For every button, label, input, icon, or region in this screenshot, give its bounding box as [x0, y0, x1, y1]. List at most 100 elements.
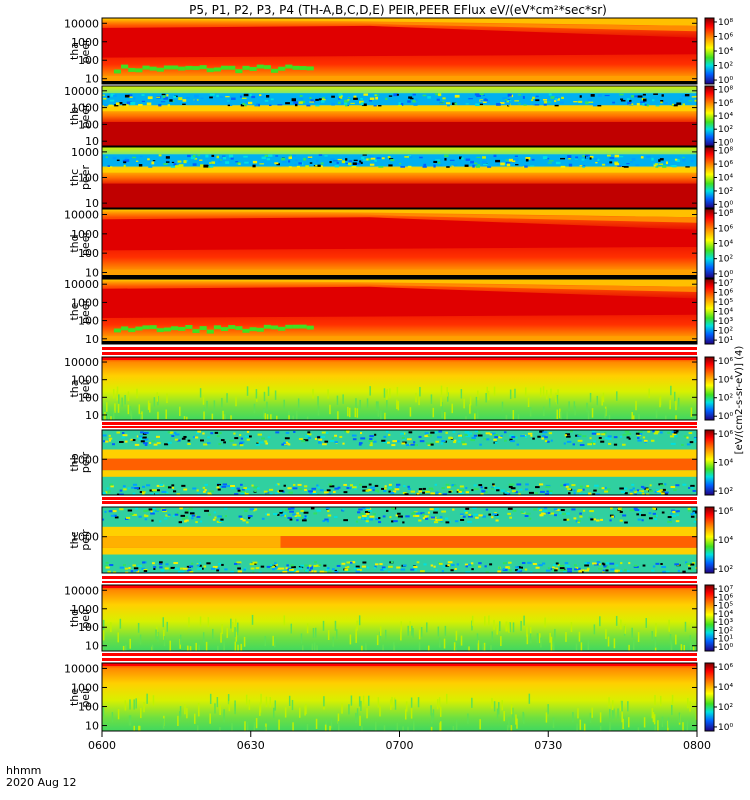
colorbar	[704, 506, 715, 574]
separator-band	[102, 581, 697, 583]
colorbar-tick-label: 10⁴	[718, 536, 733, 546]
colorbar-tick-label: 10⁰	[718, 138, 733, 148]
panel-label-product: peer	[79, 103, 92, 129]
panel-label-probe: thc	[68, 169, 81, 186]
panel-label-probe: the	[68, 302, 81, 320]
colorbar-tick-label: 10⁴	[718, 112, 733, 122]
panel-label-product: peer	[79, 165, 92, 191]
colorbar-tick-label: 10⁵	[718, 298, 733, 308]
y-tick-label: 10000	[64, 356, 99, 369]
panel-label-probe: thd	[68, 609, 81, 627]
colorbar-tick-label: 10⁰	[718, 76, 733, 86]
colorbar	[704, 85, 715, 147]
y-tick-label: 1000	[71, 374, 99, 387]
colorbar-tick-label: 10³	[718, 618, 733, 628]
colorbar-tick-label: 10⁰	[718, 412, 733, 422]
y-tick-label: 100	[78, 247, 99, 260]
panel-frame	[101, 506, 698, 574]
y-tick-label: 100	[78, 391, 99, 404]
colorbar-tick-label: 10³	[718, 317, 733, 327]
y-tick-label: 10	[85, 720, 99, 733]
y-tick-label: 10000	[64, 209, 99, 222]
time-tick-label: 0630	[237, 739, 265, 752]
colorbar-tick-label: 10²	[718, 125, 733, 135]
panel-label-product: peir	[79, 529, 92, 551]
panel-label-product: peir	[79, 451, 92, 473]
panel-frame	[101, 584, 698, 652]
colorbar-tick-label: 10⁶	[718, 288, 733, 298]
y-tick-label: 10	[85, 135, 99, 148]
panel-label-product: peer	[79, 299, 92, 325]
colorbar-tick-label: 10²	[718, 327, 733, 337]
colorbar-tick-label: 10⁰	[718, 200, 733, 210]
colorbar	[704, 662, 715, 732]
y-tick-label: 10000	[64, 85, 99, 98]
panel-label-probe: tha	[68, 379, 81, 397]
colorbar	[704, 17, 715, 85]
colorbar-tick-label: 10²	[718, 187, 733, 197]
panel-label-product: peer	[79, 231, 92, 257]
colorbar-tick-label: 10⁸	[718, 147, 733, 157]
spectrogram-image	[102, 507, 697, 573]
spectrogram-image	[102, 663, 697, 731]
colorbar-tick-label: 10⁴	[718, 683, 733, 693]
colorbar-tick-label: 10²	[718, 255, 733, 265]
colorbar-tick-label: 10²	[718, 626, 733, 636]
y-tick-label: 10	[85, 409, 99, 422]
time-axis: 0600 0630 0700 0730 0800	[88, 731, 711, 752]
colorbar-tick-label: 10⁴	[718, 174, 733, 184]
colorbar-tick-label: 10⁰	[718, 643, 733, 653]
y-tick-label: 10	[85, 197, 99, 210]
colorbar-tick-label: 10⁶	[718, 663, 733, 673]
figure-title: P5, P1, P2, P3, P4 (TH-A,B,C,D,E) PEIR,P…	[189, 3, 607, 17]
spectrogram-image	[102, 279, 697, 344]
y-tick-label: 100	[78, 172, 99, 185]
panel-label-product: peir	[79, 686, 92, 708]
colorbar-tick-label: 10⁶	[718, 224, 733, 234]
spectrogram-image	[102, 18, 697, 84]
panel-thd-peir: 10000100010010thdpeir10⁷10⁶10⁵10⁴10³10²1…	[64, 584, 733, 653]
y-tick-label: 10	[85, 640, 99, 653]
colorbar-tick-label: 10⁶	[718, 160, 733, 170]
colorbar-tick-label: 10²	[718, 62, 733, 72]
panel-label-product: peir	[79, 607, 92, 629]
colorbar-tick-label: 10⁴	[718, 240, 733, 250]
colorbar-tick-label: 10⁷	[718, 279, 733, 289]
y-tick-label: 1000	[71, 102, 99, 115]
y-tick-label: 10000	[64, 662, 99, 675]
y-tick-label: 10	[85, 333, 99, 346]
colorbar-tick-label: 10⁶	[718, 357, 733, 367]
separator-band	[102, 347, 697, 350]
colorbar-tick-label: 10⁸	[718, 86, 733, 96]
panel-label-probe: the	[68, 688, 81, 706]
separator-band	[102, 501, 697, 504]
y-tick-label: 1000	[71, 453, 99, 466]
colorbar-tick-label: 10⁰	[718, 270, 733, 280]
time-axis-label-date: 2020 Aug 12	[6, 776, 76, 789]
panel-frame	[101, 17, 698, 85]
colorbar	[704, 429, 715, 496]
y-tick-label: 10000	[64, 584, 99, 597]
y-tick-label: 10000	[64, 17, 99, 30]
colorbar-tick-label: 10⁶	[718, 593, 733, 603]
panel-label-probe: thb	[68, 453, 81, 471]
y-tick-label: 100	[78, 54, 99, 67]
time-tick-label: 0600	[88, 739, 116, 752]
separator-band	[102, 653, 697, 656]
colorbar-tick-label: 10⁴	[718, 610, 733, 620]
colorbar	[704, 278, 715, 345]
separator-band	[102, 422, 697, 425]
time-tick-label: 0700	[386, 739, 414, 752]
separator-band	[102, 426, 697, 428]
spectrogram-panels: 10000 1000 100 10 tha peer 10⁸ 10⁶ 10⁴ 10² 10⁰ 1000…	[64, 17, 733, 733]
panel-label-probe: thb	[68, 107, 81, 125]
colorbar-tick-label: 10⁸	[718, 18, 733, 28]
y-tick-label: 1000	[71, 603, 99, 616]
